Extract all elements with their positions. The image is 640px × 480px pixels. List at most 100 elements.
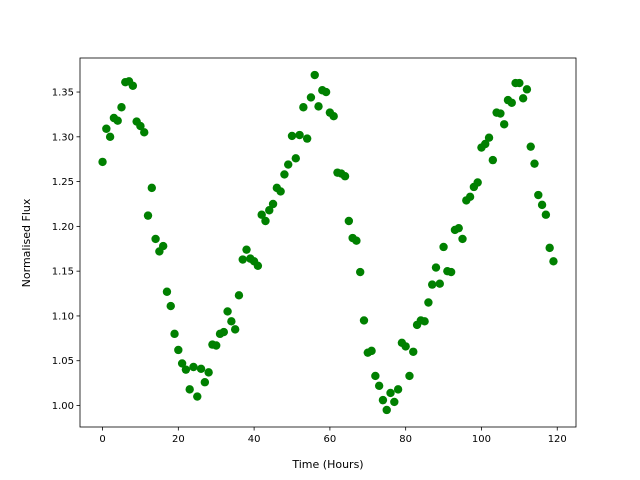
- data-point: [280, 170, 289, 179]
- data-point: [227, 317, 236, 326]
- data-point: [196, 364, 206, 373]
- data-point: [306, 93, 316, 102]
- plot-frame: [79, 57, 577, 428]
- data-point: [382, 405, 391, 415]
- data-point: [488, 155, 498, 165]
- x-axis-label: Time (Hours): [291, 458, 363, 471]
- y-tick-label: 1.25: [52, 177, 74, 188]
- data-point: [158, 241, 168, 251]
- data-point: [268, 199, 278, 209]
- data-point: [321, 87, 331, 97]
- data-point: [291, 154, 300, 163]
- data-point: [193, 392, 202, 401]
- y-axis-label: Normalised Flux: [20, 198, 33, 287]
- data-point: [166, 301, 175, 311]
- data-point: [518, 94, 528, 103]
- data-point: [344, 216, 354, 226]
- data-point: [98, 157, 107, 167]
- data-point: [261, 216, 270, 226]
- data-point: [530, 159, 539, 168]
- data-point: [143, 211, 153, 220]
- data-point: [257, 210, 266, 219]
- data-point: [534, 190, 543, 200]
- data-point: [465, 192, 475, 202]
- data-point: [549, 257, 558, 266]
- data-point: [401, 342, 410, 351]
- data-point: [458, 234, 467, 244]
- data-point: [140, 128, 149, 137]
- data-point: [541, 210, 551, 219]
- data-point: [420, 317, 429, 326]
- data-point: [204, 368, 213, 377]
- data-point: [431, 263, 441, 272]
- data-point: [352, 236, 361, 245]
- data-point: [302, 134, 312, 143]
- data-point: [253, 261, 263, 270]
- data-point: [113, 116, 122, 125]
- data-point: [299, 103, 308, 112]
- y-tick-label: 1.30: [52, 132, 74, 143]
- data-point: [212, 341, 221, 350]
- data-point: [162, 287, 172, 296]
- data-point: [117, 103, 126, 112]
- data-point: [234, 291, 244, 300]
- data-point: [170, 329, 179, 339]
- data-point: [359, 316, 369, 325]
- data-point: [151, 234, 160, 244]
- data-point: [276, 187, 285, 196]
- data-point: [484, 133, 494, 142]
- data-point: [473, 178, 482, 187]
- data-point: [128, 81, 138, 90]
- data-point: [515, 78, 524, 88]
- data-point: [356, 267, 365, 277]
- data-point: [545, 243, 554, 253]
- data-point: [105, 132, 115, 142]
- x-tick-label: 80: [399, 434, 412, 445]
- x-tick-label: 0: [99, 434, 105, 445]
- data-point: [310, 70, 319, 80]
- data-point: [454, 223, 463, 233]
- data-point: [189, 362, 198, 372]
- data-point: [340, 172, 350, 181]
- data-point: [265, 206, 274, 215]
- data-point: [219, 327, 228, 337]
- data-point: [329, 112, 338, 121]
- y-tick-label: 1.10: [52, 311, 74, 322]
- x-tick-label: 120: [548, 434, 567, 445]
- x-tick-label: 40: [248, 434, 261, 445]
- y-tick-label: 1.15: [52, 267, 74, 278]
- data-point: [177, 359, 187, 368]
- data-point: [435, 279, 444, 288]
- data-point: [238, 255, 247, 264]
- data-point: [439, 242, 448, 252]
- data-point: [428, 280, 437, 289]
- data-point: [378, 395, 388, 405]
- data-point: [526, 142, 535, 151]
- data-point: [371, 371, 380, 381]
- data-point: [390, 397, 399, 407]
- data-point: [136, 121, 145, 131]
- x-tick-label: 20: [172, 434, 185, 445]
- data-point: [185, 385, 194, 394]
- data-point: [295, 130, 304, 140]
- data-point: [314, 102, 323, 111]
- data-point: [174, 345, 183, 355]
- data-point: [147, 183, 157, 193]
- data-point: [200, 378, 210, 387]
- data-point: [424, 298, 433, 307]
- data-point: [284, 160, 293, 169]
- data-point: [181, 365, 191, 374]
- data-point: [499, 120, 509, 129]
- data-point: [537, 200, 547, 210]
- data-point: [374, 381, 384, 391]
- data-point: [522, 85, 532, 94]
- y-tick-label: 1.35: [52, 88, 74, 99]
- data-point: [230, 325, 240, 334]
- data-point: [223, 307, 232, 316]
- data-point: [409, 347, 418, 356]
- data-point: [507, 98, 516, 107]
- data-point: [386, 388, 395, 398]
- data-point: [446, 267, 456, 277]
- data-point: [367, 346, 376, 356]
